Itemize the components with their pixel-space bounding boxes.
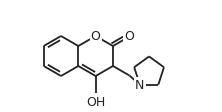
Text: OH: OH <box>86 95 105 108</box>
Text: O: O <box>124 30 134 43</box>
Text: N: N <box>135 79 145 91</box>
Text: O: O <box>91 30 101 43</box>
